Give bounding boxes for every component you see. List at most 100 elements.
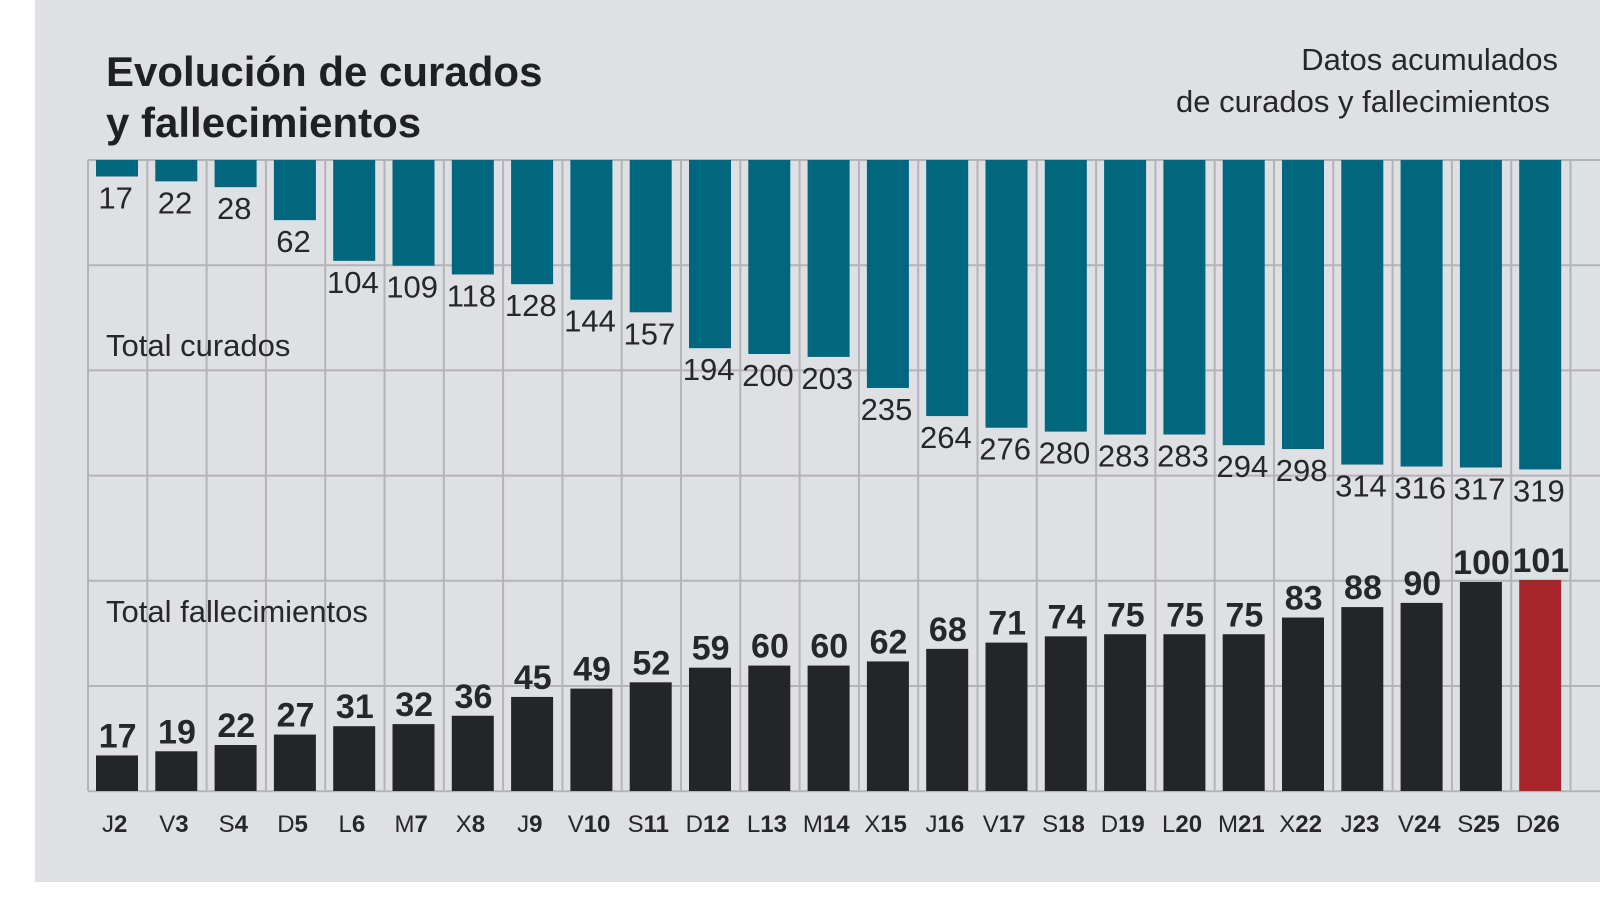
label-fallecimientos-V17: 71: [988, 605, 1026, 643]
x-tick-weekday: L: [338, 811, 351, 838]
label-curados-X22: 298: [1276, 453, 1328, 488]
x-tick-weekday: J: [517, 811, 529, 838]
x-tick-weekday: D: [1516, 811, 1533, 838]
x-tick-D19: D19: [1101, 811, 1145, 838]
x-tick-day: 19: [1118, 811, 1145, 838]
x-tick-day: 23: [1353, 811, 1380, 838]
bar-curados-D12: [689, 160, 731, 349]
x-tick-weekday: X: [864, 811, 880, 838]
bar-fallecimientos-V3: [155, 751, 198, 791]
bar-fallecimientos-M21: [1222, 634, 1265, 791]
label-curados-J16: 264: [920, 420, 972, 455]
bar-fallecimientos-M7: [392, 724, 435, 791]
label-fallecimientos-V10: 49: [573, 651, 611, 689]
bar-fallecimientos-X15: [866, 661, 909, 791]
x-tick-J2: J2: [102, 811, 127, 838]
bar-curados-V24: [1400, 160, 1443, 467]
x-tick-weekday: S: [1457, 811, 1473, 838]
label-fallecimientos-L6: 31: [336, 688, 374, 726]
x-tick-J16: J16: [925, 811, 964, 838]
x-tick-day: 21: [1238, 811, 1265, 838]
bar-curados-J23: [1341, 160, 1384, 465]
bar-curados-L13: [748, 160, 791, 354]
x-tick-weekday: X: [1279, 811, 1295, 838]
x-tick-M14: M14: [803, 811, 850, 838]
label-fallecimientos-S4: 22: [217, 707, 255, 745]
label-fallecimientos-D19: 75: [1107, 596, 1145, 634]
x-tick-V3: V3: [159, 811, 188, 838]
series-label-fallecimientos: Total fallecimientos: [106, 594, 368, 629]
chart-subtitle-line2: de curados y fallecimientos: [1176, 84, 1550, 119]
bar-curados-L20: [1163, 160, 1206, 435]
label-fallecimientos-V3: 19: [158, 713, 196, 751]
bar-curados-J9: [511, 160, 554, 285]
bar-fallecimientos-X22: [1282, 617, 1324, 791]
x-tick-V24: V24: [1398, 811, 1441, 838]
label-fallecimientos-S25: 100: [1453, 544, 1510, 582]
label-curados-D19: 283: [1098, 439, 1150, 474]
x-tick-weekday: D: [277, 811, 294, 838]
x-tick-S18: S18: [1042, 811, 1085, 838]
x-tick-weekday: J: [102, 811, 114, 838]
bar-curados-M21: [1222, 160, 1265, 446]
label-curados-V10: 144: [564, 304, 616, 339]
label-curados-J9: 128: [505, 288, 557, 323]
bar-curados-S18: [1044, 160, 1087, 432]
bar-fallecimientos-M14: [807, 665, 850, 791]
bar-fallecimientos-D12: [689, 667, 731, 791]
x-tick-L20: L20: [1162, 811, 1202, 838]
series-label-curados: Total curados: [106, 328, 290, 363]
bar-fallecimientos-S11: [629, 682, 672, 791]
label-fallecimientos-J16: 68: [929, 611, 967, 649]
label-curados-D5: 62: [276, 224, 310, 259]
x-tick-D26: D26: [1516, 811, 1560, 838]
bar-curados-V17: [985, 160, 1028, 428]
x-tick-S11: S11: [628, 811, 669, 838]
x-tick-day: 8: [472, 811, 485, 838]
label-curados-S4: 28: [217, 191, 251, 226]
x-tick-day: 6: [352, 811, 365, 838]
label-fallecimientos-S18: 74: [1048, 598, 1086, 636]
x-tick-day: 11: [644, 811, 669, 838]
bar-curados-D5: [273, 160, 316, 221]
x-tick-D5: D5: [277, 811, 308, 838]
bar-fallecimientos-D19: [1104, 634, 1147, 791]
x-tick-day: 20: [1175, 811, 1202, 838]
bar-curados-V3: [155, 160, 198, 182]
bar-fallecimientos-V10: [570, 688, 613, 791]
bar-fallecimientos-L6: [333, 726, 376, 791]
bar-curados-J2: [96, 160, 138, 177]
label-curados-M14: 203: [801, 361, 853, 396]
bar-fallecimientos-J9: [511, 696, 554, 791]
bar-curados-S25: [1459, 160, 1502, 468]
bar-fallecimientos-D5: [273, 734, 316, 791]
x-tick-X8: X8: [456, 811, 485, 838]
chart-title-line2: y fallecimientos: [106, 99, 421, 146]
x-tick-day: 14: [823, 811, 850, 838]
label-fallecimientos-J2: 17: [99, 717, 137, 755]
x-tick-L13: L13: [747, 811, 787, 838]
bar-fallecimientos-V17: [985, 642, 1028, 791]
bar-curados-M14: [807, 160, 850, 357]
label-fallecimientos-M7: 32: [395, 686, 433, 724]
bar-curados-V10: [570, 160, 613, 300]
x-tick-day: 4: [235, 811, 249, 838]
x-tick-V17: V17: [983, 811, 1026, 838]
x-tick-day: 26: [1533, 811, 1560, 838]
bar-curados-X8: [451, 160, 494, 275]
x-tick-weekday: X: [456, 811, 472, 838]
label-fallecimientos-L20: 75: [1166, 596, 1204, 634]
x-tick-J23: J23: [1341, 811, 1380, 838]
label-fallecimientos-X8: 36: [455, 678, 493, 716]
label-curados-X15: 235: [861, 392, 913, 427]
label-curados-V24: 316: [1394, 471, 1446, 506]
chart-title-line1: Evolución de curados: [106, 48, 542, 95]
label-curados-D26: 319: [1513, 473, 1565, 508]
bar-fallecimientos-J23: [1341, 607, 1384, 791]
x-tick-day: 18: [1058, 811, 1085, 838]
chart-subtitle-line1: Datos acumulados: [1301, 42, 1558, 77]
bar-fallecimientos-L13: [748, 665, 791, 791]
label-fallecimientos-M14: 60: [810, 628, 848, 666]
